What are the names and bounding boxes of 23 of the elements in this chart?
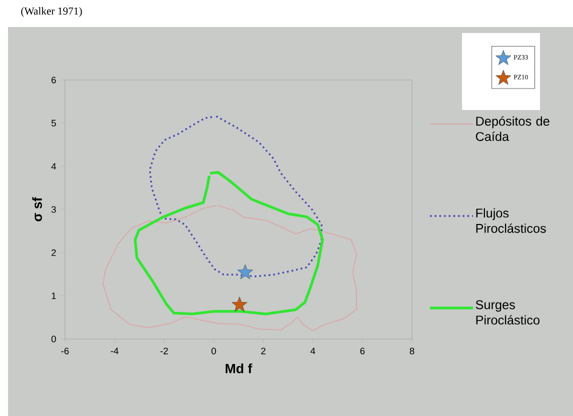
x-tick-label: 6 bbox=[360, 348, 365, 354]
x-tick-label: -2 bbox=[160, 348, 168, 354]
y-tick-label: 4 bbox=[51, 163, 56, 170]
legend-label: Flujos Piroclásticos bbox=[476, 208, 546, 233]
y-axis-title: σ sf bbox=[32, 197, 42, 222]
y-tick-label: 5 bbox=[51, 120, 56, 126]
x-tick-label: 4 bbox=[310, 348, 316, 354]
x-tick-label: -6 bbox=[61, 348, 69, 354]
y-tick-label: 6 bbox=[52, 76, 56, 84]
line-series bbox=[102, 205, 357, 332]
x-tick-label: 8 bbox=[410, 348, 414, 354]
x-axis-title: Md f bbox=[226, 363, 252, 374]
x-tick-label: 0 bbox=[211, 348, 216, 354]
y-tick-label: 1 bbox=[52, 292, 56, 300]
line-series bbox=[134, 171, 324, 316]
x-tick-label: 2 bbox=[261, 348, 266, 354]
legend-label: Surges Piroclástico bbox=[476, 300, 540, 325]
x-tick-label: -4 bbox=[110, 348, 118, 354]
y-tick-label: 2 bbox=[52, 249, 56, 256]
legend-label: Depósitos de Caída bbox=[476, 116, 550, 142]
text: (Walker 1971) bbox=[21, 7, 82, 17]
y-tick-label: 3 bbox=[51, 206, 56, 213]
y-tick-label: 0 bbox=[51, 336, 56, 342]
